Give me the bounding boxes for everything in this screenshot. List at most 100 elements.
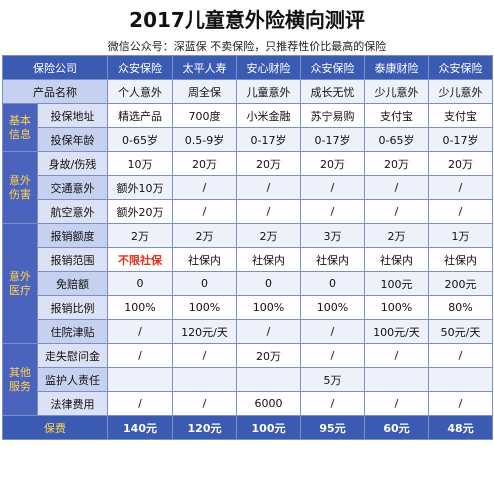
table-row: 住院津贴/120元/天 //100元/天 50元/天 [3,319,493,344]
comparison-table: 保险公司 众安保险 太平人寿 安心财险 众安保险 泰康财险 众安保险 产品名称 个人意外 周全保儿… [2,55,493,440]
page-subtitle: 微信公众号：深蓝保 不卖保险，只推荐性价比最高的保险 [107,40,387,53]
row-label: 免赔额 [37,271,108,296]
premium-value: 140元 [107,415,173,440]
row-label: 法律费用 [37,391,108,416]
table-row: 免赔额 0 0 0 0 100元 200元 [3,271,493,296]
row-label: 监护人责任 [37,367,108,392]
category-accident: 意外 伤害 [2,151,38,224]
premium-value: 48元 [428,415,493,440]
premium-row: 保费 140元 120元 100元 95元 60元 48元 [2,415,493,440]
table-cell [364,367,429,392]
table-cell: 支付宝 [428,103,493,128]
table-cell: 0-17岁 [428,127,493,152]
product-name: 周全保 [172,79,237,104]
table-cell: / [107,319,173,344]
table-cell [107,367,173,392]
table-cell: / [107,391,173,416]
table-cell: 0.5-9岁 [172,127,237,152]
table-row: 航空意外 额外20万 / / / / / [3,199,493,224]
premium-label: 保费 [2,415,108,440]
premium-value: 120元 [172,415,237,440]
table-cell: 100% [364,295,429,320]
row-label: 投保年龄 [37,127,108,152]
category-basic: 基本 信息 [2,103,38,152]
product-header-label: 产品名称 [2,79,108,104]
table-cell: 2万 [236,223,301,248]
table-cell: 社保内 [428,247,493,272]
product-name: 成长无忧 [300,79,365,104]
company-name: 众安保险 [107,55,173,80]
table-cell: 苏宁易购 [300,103,365,128]
company-name: 众安保险 [300,55,365,80]
table-row: 意外 医疗 报销额度 2万 2万 2万 3万 2万 1万 [2,223,493,344]
table-cell: / [300,319,365,344]
company-name: 安心财险 [236,55,301,80]
table-cell: 额外20万 [107,199,173,224]
table-cell: 2万 [364,223,429,248]
table-cell: 100元 [364,271,429,296]
table-cell: / [300,175,365,200]
premium-value: 100元 [236,415,301,440]
row-label: 身故/伤残 [37,151,108,176]
table-cell: 100% [107,295,173,320]
table-row: 其他 服务 走失慰问金 //20万 / / / [2,343,493,416]
table-cell [172,367,237,392]
table-cell: / [172,175,237,200]
table-cell: / [364,175,429,200]
company-header-label: 保险公司 [2,55,108,80]
table-cell: 10万 [107,151,173,176]
table-cell: / [107,343,173,368]
table-cell: 2万 [172,223,237,248]
table-cell: 20万 [236,151,301,176]
row-label: 交通意外 [37,175,108,200]
row-label: 报销额度 [37,223,108,248]
product-name: 少儿意外 [428,79,493,104]
table-cell: 0 [300,271,365,296]
table-cell: 6000 [236,391,301,416]
row-label: 报销比例 [37,295,108,320]
table-cell: 5万 [300,367,365,392]
table-cell: 20万 [172,151,237,176]
table-cell: 0-65岁 [364,127,429,152]
table-cell: 120元/天 [172,319,237,344]
table-cell [428,367,493,392]
table-cell: / [364,391,429,416]
table-cell: / [236,199,301,224]
row-label: 航空意外 [37,199,108,224]
product-name: 个人意外 [107,79,173,104]
table-row: 报销比例 100% 100% 100% 100% 100% 80% [3,295,493,320]
table-cell: 100% [300,295,365,320]
table-cell: 200元 [428,271,493,296]
table-cell: / [172,391,237,416]
table-cell: 精选产品 [107,103,173,128]
table-cell: 额外10万 [107,175,173,200]
table-cell: / [172,343,237,368]
table-cell: 支付宝 [364,103,429,128]
table-row: 监护人责任 5万 [3,367,493,392]
row-label: 投保地址 [37,103,108,128]
table-cell: / [236,175,301,200]
header-row-product: 产品名称 个人意外 周全保 儿童意外 成长无忧 少儿意外 少儿意外 [2,79,493,104]
table-cell: 80% [428,295,493,320]
company-name: 泰康财险 [364,55,429,80]
table-cell: 100% [236,295,301,320]
table-cell: 0-65岁 [107,127,173,152]
table-row: 投保年龄 0-65岁 0.5-9岁 0-17岁 0-17岁 0-65岁 0-17岁 [3,127,493,152]
table-cell: / [236,319,301,344]
category-medical: 意外 医疗 [2,223,38,344]
company-name: 众安保险 [428,55,493,80]
table-cell: 2万 [107,223,173,248]
table-cell: / [364,343,429,368]
table-cell: 社保内 [300,247,365,272]
table-cell: / [428,343,493,368]
premium-value: 60元 [364,415,429,440]
table-cell: 0 [107,271,173,296]
table-cell: 社保内 [364,247,429,272]
table-cell: 100% [172,295,237,320]
row-label: 报销范围 [37,247,108,272]
table-row: 法律费用 //6000// / [3,391,493,416]
table-row: 基本 信息 投保地址 精选产品 700度 小米金融 苏宁易购 支付宝 支付宝 [2,103,493,152]
table-cell: 小米金融 [236,103,301,128]
table-cell: / [300,343,365,368]
